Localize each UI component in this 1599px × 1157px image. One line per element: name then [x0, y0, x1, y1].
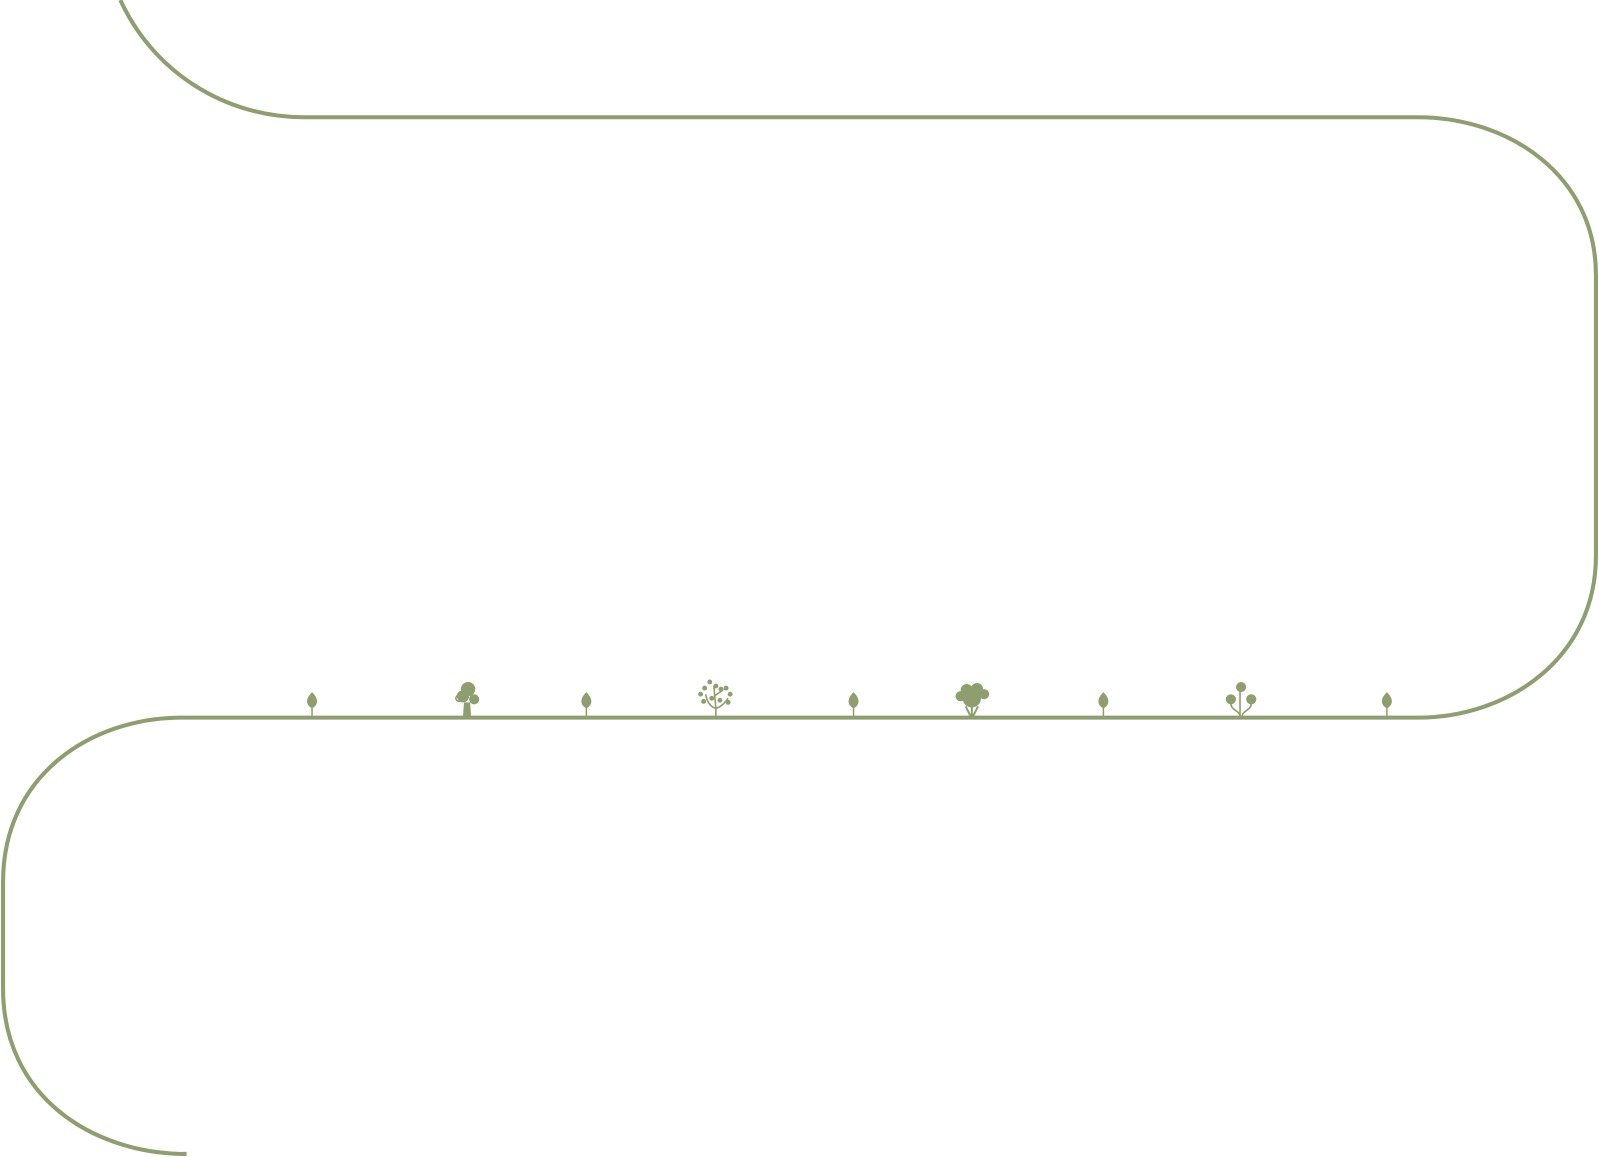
branching-tree-icon: [698, 679, 733, 717]
round-tree-icon: [455, 681, 480, 717]
leaf-sprout-icon: [307, 692, 318, 717]
mushroom-tree-icon: [1225, 681, 1257, 717]
leaf-sprout-icon: [1098, 692, 1109, 717]
leaf-sprout-icon: [848, 692, 859, 717]
bushy-tree-icon: [955, 682, 990, 718]
leaf-sprout-icon: [1381, 692, 1392, 717]
leaf-sprout-icon: [581, 692, 592, 717]
